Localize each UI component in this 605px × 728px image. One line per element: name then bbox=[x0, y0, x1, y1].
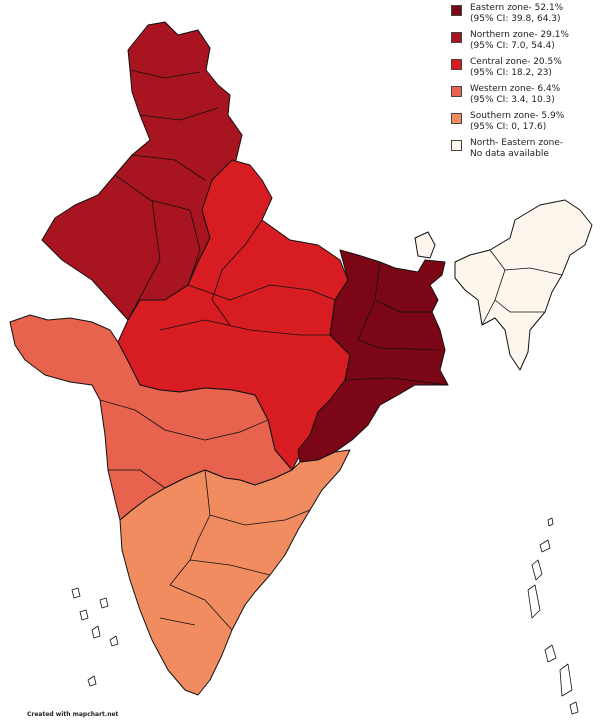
state-boundary bbox=[159, 219, 336, 336]
legend-note: No data available bbox=[470, 149, 549, 159]
legend-label: North- Eastern zone- bbox=[470, 138, 564, 148]
state-boundary bbox=[481, 249, 563, 326]
legend-label: Southern zone- 5.9% bbox=[470, 111, 565, 121]
legend-label: Central zone- 20.5% bbox=[470, 57, 562, 67]
legend-item-northern: Northern zone- 29.1% (95% CI: 7.0, 54.4) bbox=[451, 30, 601, 52]
state-boundary bbox=[114, 69, 219, 321]
eastern-zone-region bbox=[297, 249, 449, 463]
legend-label: Northern zone- 29.1% bbox=[470, 30, 569, 40]
legend-ci: (95% CI: 0, 17.6) bbox=[470, 122, 547, 132]
legend-label: Eastern zone- 52.1% bbox=[470, 3, 564, 13]
legend-item-north-eastern: North- Eastern zone- No data available bbox=[451, 138, 601, 160]
legend-item-western: Western zone- 6.4% (95% CI: 3.4, 10.3) bbox=[451, 84, 601, 106]
legend-swatch bbox=[451, 32, 462, 43]
legend-swatch bbox=[451, 86, 462, 97]
legend-swatch bbox=[451, 140, 462, 151]
islands bbox=[71, 517, 579, 715]
legend-item-southern: Southern zone- 5.9% (95% CI: 0, 17.6) bbox=[451, 111, 601, 133]
credit-text: Created with mapchart.net bbox=[27, 711, 119, 718]
state-boundary bbox=[159, 469, 311, 631]
map-legend: Eastern zone- 52.1% (95% CI: 39.8, 64.3)… bbox=[451, 3, 601, 165]
legend-label: Western zone- 6.4% bbox=[470, 84, 561, 94]
legend-item-eastern: Eastern zone- 52.1% (95% CI: 39.8, 64.3) bbox=[451, 3, 601, 25]
southern-zone-region bbox=[119, 449, 351, 696]
legend-ci: (95% CI: 7.0, 54.4) bbox=[470, 41, 555, 51]
legend-ci: (95% CI: 3.4, 10.3) bbox=[470, 95, 555, 105]
legend-ci: (95% CI: 18.2, 23) bbox=[470, 68, 552, 78]
legend-item-central: Central zone- 20.5% (95% CI: 18.2, 23) bbox=[451, 57, 601, 79]
state-boundary bbox=[99, 399, 269, 489]
legend-swatch bbox=[451, 113, 462, 124]
legend-ci: (95% CI: 39.8, 64.3) bbox=[470, 14, 561, 24]
legend-swatch bbox=[451, 5, 462, 16]
state-boundary bbox=[344, 261, 449, 386]
legend-swatch bbox=[451, 59, 462, 70]
